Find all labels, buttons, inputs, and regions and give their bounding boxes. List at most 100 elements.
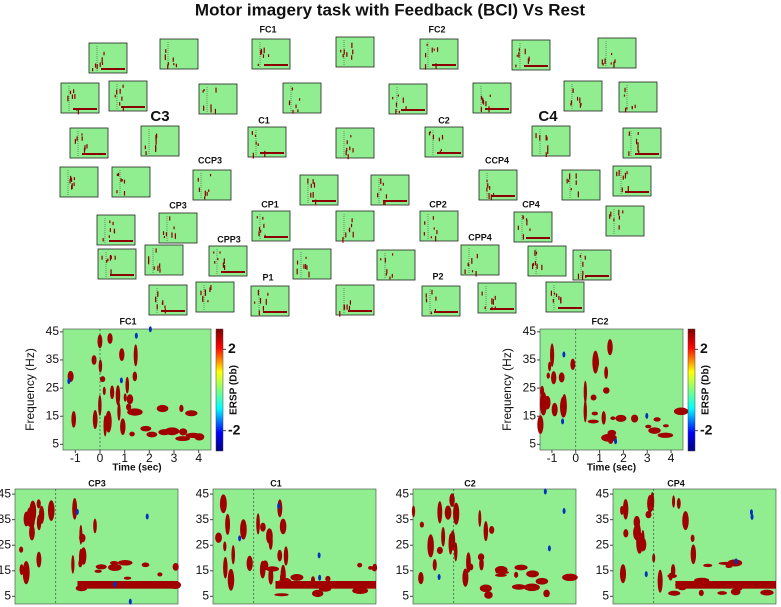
- ersp-blob: [734, 558, 738, 565]
- mini-band: [221, 271, 245, 273]
- ersp-blob: [178, 428, 188, 436]
- mini-blob: [346, 52, 348, 57]
- ersp-blob: [109, 560, 119, 565]
- mini-blob: [621, 187, 623, 193]
- mini-band: [312, 200, 336, 202]
- mini-blob: [491, 298, 493, 305]
- ersp-blob: [645, 424, 652, 429]
- mini-blob: [614, 59, 616, 64]
- mini-blob: [204, 290, 207, 296]
- mini-map-label: P1: [262, 272, 273, 282]
- ersp-blob: [36, 499, 41, 509]
- mini-blob: [610, 62, 612, 65]
- mini-blob: [539, 135, 541, 141]
- ersp-blob: [623, 529, 629, 538]
- mini-blob: [634, 104, 636, 109]
- mini-blob: [265, 298, 267, 305]
- ersp-blob: [479, 584, 492, 593]
- mini-blob: [348, 308, 351, 312]
- mini-blob: [429, 131, 431, 134]
- mini-map-label: CPP3: [217, 234, 241, 244]
- ersp-blob: [140, 425, 152, 432]
- mini-blob: [258, 231, 260, 237]
- y-tick-label: 45: [196, 486, 210, 500]
- mini-band: [524, 65, 548, 67]
- ersp-blob: [653, 417, 661, 422]
- ersp-blob: [318, 574, 322, 581]
- mini-band: [526, 237, 550, 239]
- mini-blob: [257, 143, 259, 146]
- mini-blob: [434, 309, 436, 312]
- mini-blob: [258, 227, 261, 231]
- ersp-band: [675, 581, 776, 589]
- ersp-blob: [526, 570, 539, 578]
- ersp-blob: [19, 564, 24, 576]
- mini-blob: [251, 131, 253, 134]
- ersp-blob: [603, 387, 610, 394]
- mini-blob: [257, 289, 259, 296]
- ersp-blob: [610, 416, 616, 420]
- ersp-blob: [682, 511, 689, 531]
- mini-blob: [389, 276, 391, 280]
- ersp-blob: [418, 572, 424, 585]
- mini-blob: [256, 216, 258, 219]
- mini-blob: [424, 221, 426, 225]
- mini-blob: [637, 142, 639, 148]
- mini-band: [490, 308, 514, 310]
- y-tick-label: 5: [529, 437, 536, 451]
- ersp-blob: [194, 433, 205, 441]
- mini-map: [419, 210, 459, 242]
- mini-blob: [380, 258, 382, 261]
- mini-blob: [312, 179, 314, 184]
- mini-blob: [219, 251, 221, 254]
- mini-map: [597, 37, 637, 69]
- mini-blob: [577, 273, 580, 280]
- ersp-blob: [448, 533, 453, 555]
- ersp-blob: [312, 589, 324, 598]
- ersp-blob: [546, 372, 550, 379]
- mini-blob: [386, 269, 388, 274]
- ersp-blob: [562, 508, 566, 515]
- mini-blob: [307, 178, 309, 184]
- mini-blob: [157, 291, 159, 297]
- ersp-blob: [125, 376, 130, 394]
- mini-blob: [435, 235, 437, 242]
- mini-blob: [384, 257, 386, 263]
- mini-blob: [385, 194, 388, 199]
- mini-map-label: C1: [258, 115, 270, 125]
- mini-blob: [579, 103, 582, 108]
- ersp-blob: [494, 573, 507, 577]
- ersp-blob: [523, 583, 540, 592]
- mini-blob: [114, 255, 116, 260]
- ersp-blob: [223, 541, 227, 552]
- ersp-blob: [67, 378, 71, 385]
- ersp-blob: [290, 574, 304, 581]
- ersp-blob: [352, 587, 369, 595]
- mini-blob: [106, 259, 108, 263]
- mini-blob: [165, 49, 167, 53]
- ersp-blob: [371, 565, 378, 572]
- mini-blob: [613, 61, 615, 68]
- mini-blob: [524, 48, 526, 55]
- mini-blob: [258, 310, 260, 316]
- mini-blob: [550, 290, 552, 296]
- mini-blob: [581, 275, 584, 281]
- mini-blob: [531, 263, 534, 270]
- ersp-blob: [558, 372, 565, 383]
- ersp-blob: [30, 511, 35, 528]
- ersp-blob: [592, 350, 599, 374]
- mini-blob: [119, 102, 121, 106]
- mini-blob: [165, 232, 168, 237]
- mini-blob: [575, 173, 577, 179]
- ersp-blob: [368, 566, 373, 570]
- ersp-blob: [583, 380, 587, 404]
- ersp-blob: [539, 391, 547, 416]
- mini-map: [561, 169, 601, 201]
- ersp-blob: [514, 564, 528, 571]
- x-axis-label: Time (sec): [587, 463, 636, 474]
- mini-map: [527, 245, 567, 277]
- mini-blob: [488, 192, 490, 199]
- mini-blob: [430, 311, 432, 315]
- mini-blob: [156, 304, 158, 310]
